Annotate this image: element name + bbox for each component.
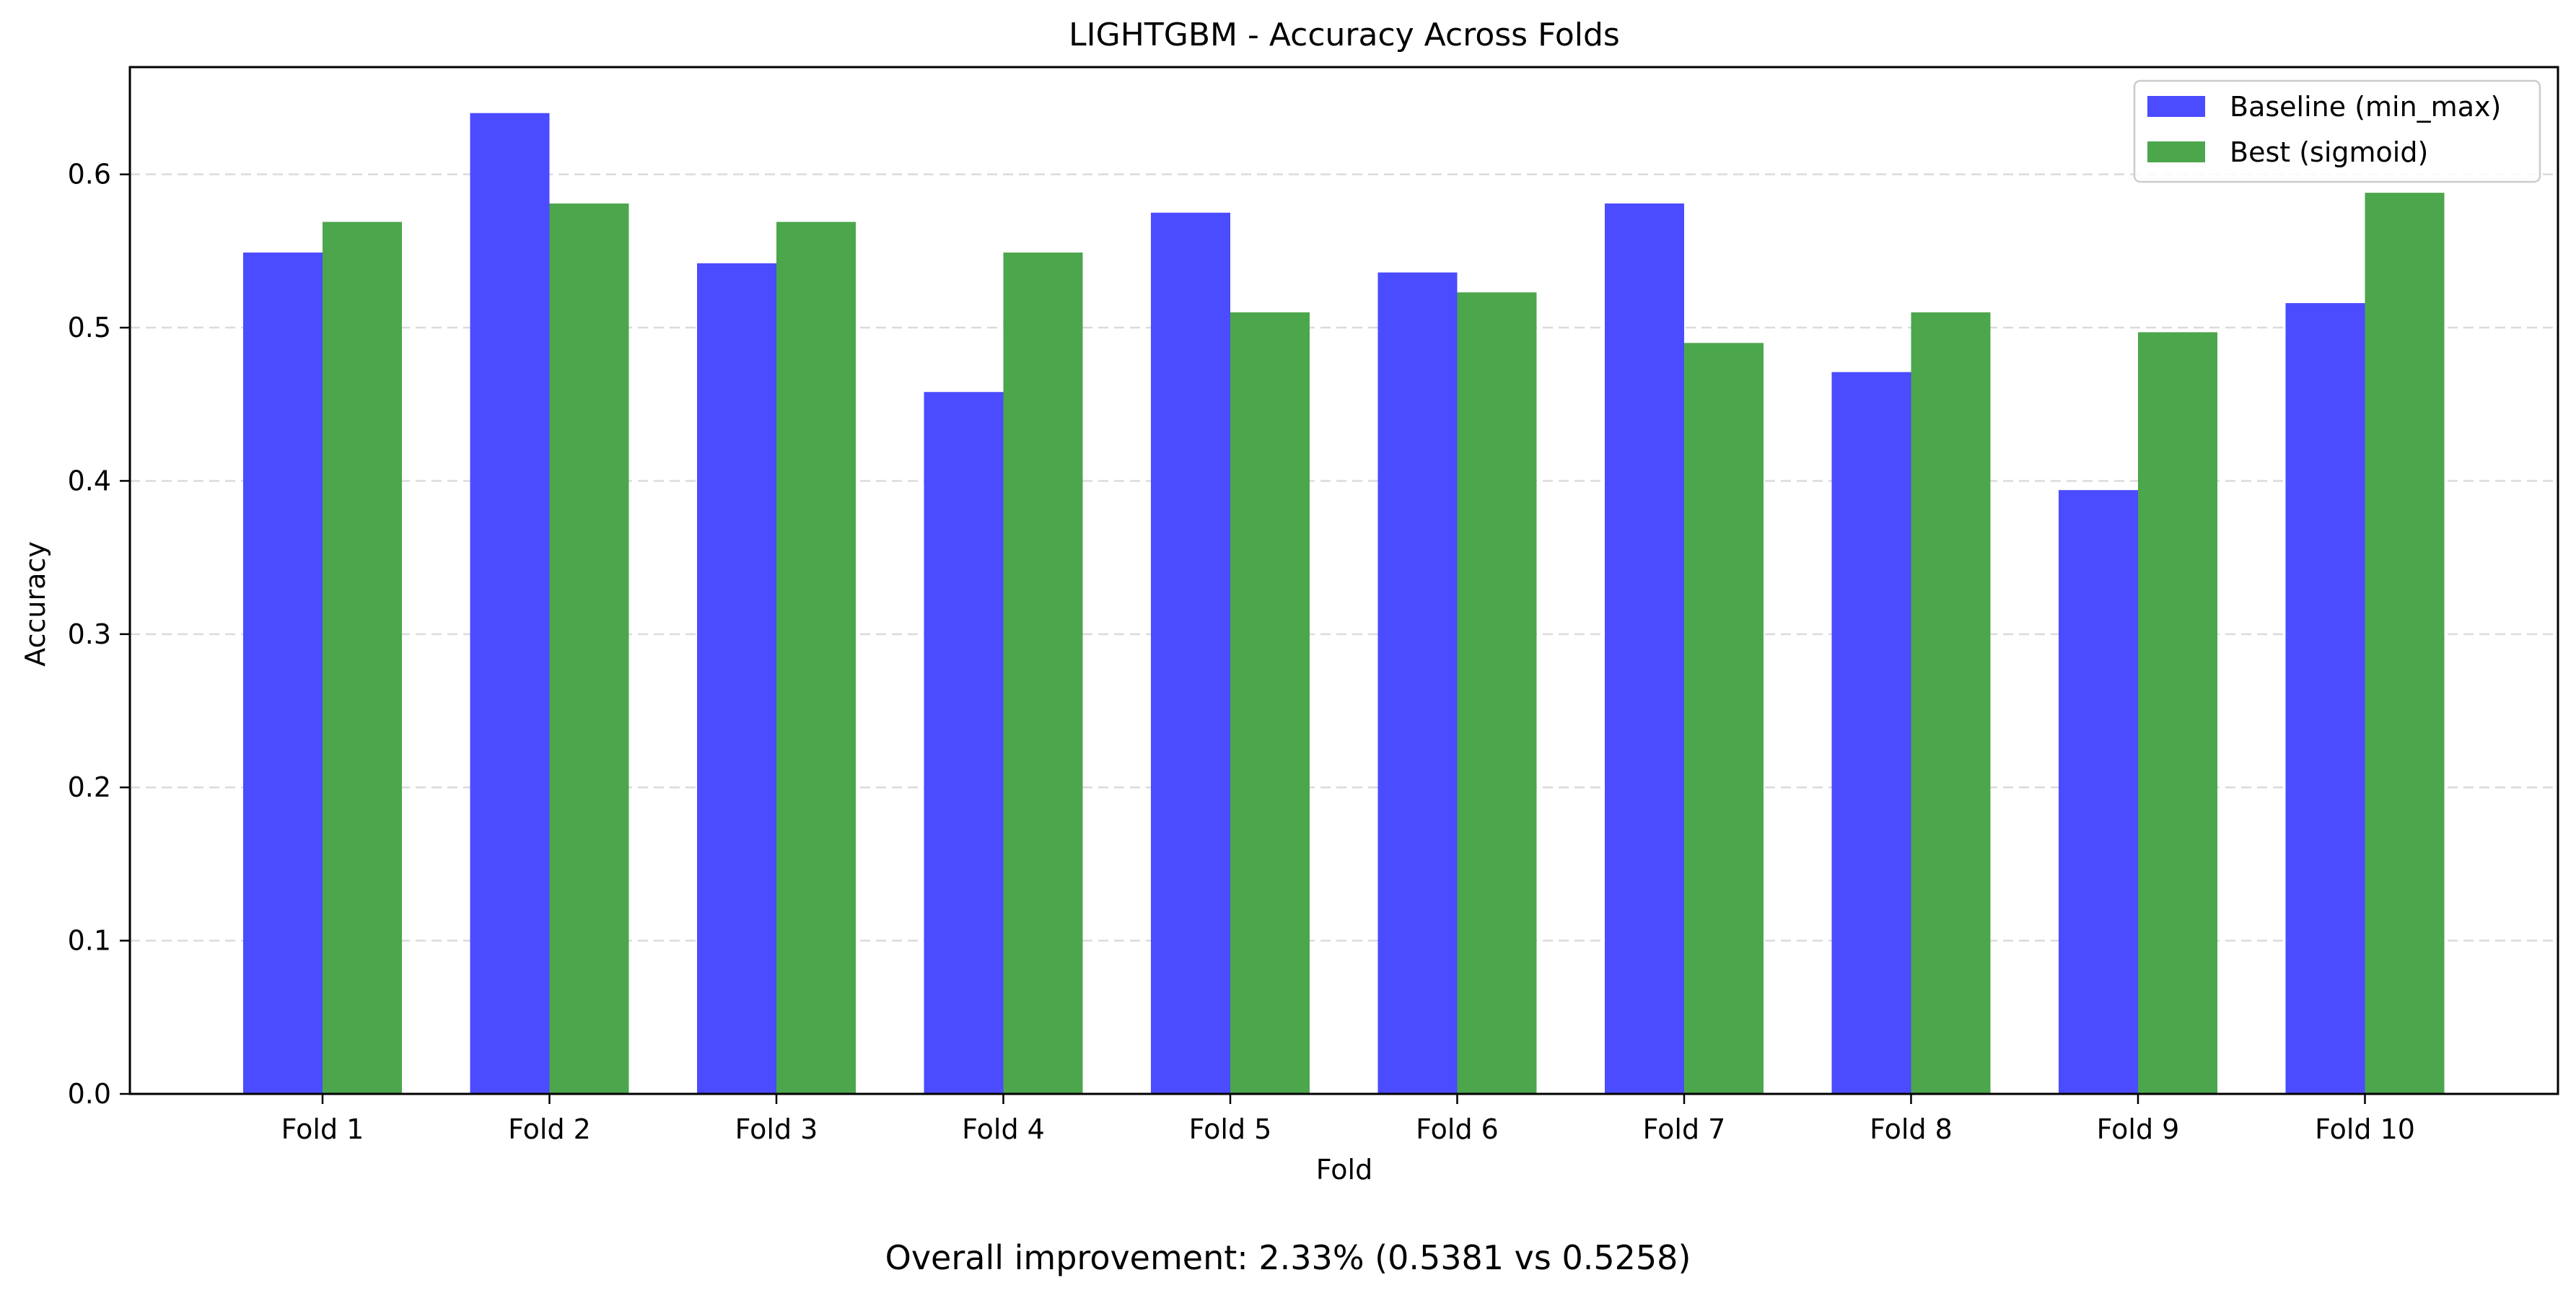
x-tick-label: Fold 6 [1416, 1113, 1499, 1145]
y-axis-label: Accuracy [19, 541, 51, 667]
legend-label-best: Best (sigmoid) [2230, 136, 2428, 168]
bar-best-fold-1 [323, 222, 402, 1094]
y-tick-label: 0.5 [68, 312, 111, 343]
bar-best-fold-8 [1911, 312, 1991, 1094]
bar-baseline-fold-10 [2285, 303, 2365, 1094]
bars-layer [243, 113, 2445, 1095]
legend: Baseline (min_max) Best (sigmoid) [2133, 79, 2541, 183]
legend-swatch-best [2147, 141, 2205, 162]
bar-baseline-fold-5 [1151, 212, 1230, 1094]
bar-best-fold-2 [549, 203, 629, 1094]
bar-best-fold-6 [1457, 292, 1537, 1094]
x-axis-label: Fold [1316, 1154, 1372, 1186]
bar-baseline-fold-1 [243, 252, 323, 1095]
x-tick-label: Fold 8 [1870, 1113, 1953, 1145]
legend-swatch-baseline [2147, 96, 2205, 117]
bar-baseline-fold-8 [1831, 372, 1911, 1094]
plot-area-frame [128, 66, 2559, 1095]
bar-best-fold-7 [1684, 343, 1764, 1095]
x-tick-label: Fold 5 [1189, 1113, 1272, 1145]
bar-baseline-fold-9 [2059, 490, 2138, 1094]
y-tick-label: 0.6 [68, 159, 111, 190]
legend-label-baseline: Baseline (min_max) [2230, 91, 2501, 123]
x-tick-label: Fold 4 [962, 1113, 1045, 1145]
bar-best-fold-10 [2365, 193, 2445, 1094]
x-tick-label: Fold 7 [1643, 1113, 1726, 1145]
bar-best-fold-9 [2138, 332, 2217, 1094]
bar-baseline-fold-2 [470, 113, 550, 1094]
bar-best-fold-5 [1230, 312, 1310, 1094]
bar-best-fold-4 [1003, 252, 1083, 1095]
bar-baseline-fold-4 [924, 392, 1004, 1094]
legend-frame [2133, 79, 2541, 183]
x-tick-label: Fold 2 [508, 1113, 591, 1145]
bar-best-fold-3 [776, 222, 856, 1094]
y-tick-label: 0.3 [68, 618, 111, 650]
bar-baseline-fold-6 [1377, 272, 1458, 1095]
x-tick-label: Fold 3 [735, 1113, 818, 1145]
y-tick-label: 0.1 [68, 925, 111, 957]
x-tick-label: Fold 9 [2097, 1113, 2180, 1145]
y-tick-label: 0.0 [68, 1078, 111, 1110]
bar-baseline-fold-7 [1605, 203, 1684, 1094]
bar-baseline-fold-3 [697, 263, 776, 1095]
axes-layer: 0.0 0.1 0.2 0.3 0.4 0.5 0.6 Fold 1 Fold 2 Fold 3 F… [68, 66, 2559, 1145]
overall-improvement-summary: Overall improvement: 2.33% (0.5381 vs 0.… [885, 1238, 1691, 1277]
y-tick-label: 0.2 [68, 771, 111, 803]
y-tick-label: 0.4 [68, 465, 111, 496]
x-tick-label: Fold 10 [2315, 1113, 2415, 1145]
x-tick-label: Fold 1 [281, 1113, 364, 1145]
chart-title: LIGHTGBM - Accuracy Across Folds [1069, 17, 1620, 53]
